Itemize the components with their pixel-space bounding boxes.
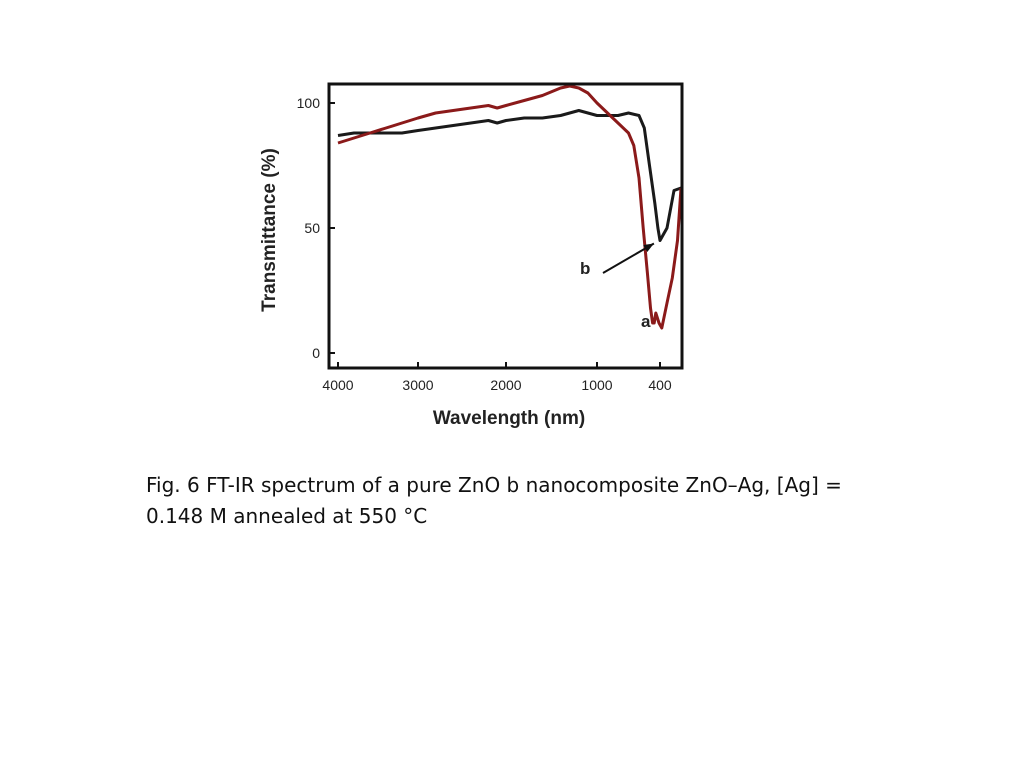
x-axis-label: Wavelength (nm) (433, 408, 585, 429)
series-line-a (337, 84, 683, 330)
x-tick-label: 4000 (322, 377, 353, 393)
plot-frame (327, 82, 684, 370)
x-tick-label: 400 (648, 377, 672, 393)
annotation-a-label: a (641, 312, 651, 331)
y-tick-label: 0 (312, 345, 320, 361)
y-tick-label: 50 (304, 220, 320, 236)
y-tick-label: 100 (297, 95, 321, 111)
y-axis-label: Transmittance (%) (259, 148, 280, 312)
caption-line-2: 0.148 M annealed at 550 °C (146, 504, 428, 528)
x-tick-label: 3000 (402, 377, 433, 393)
x-tick-label: 1000 (581, 377, 612, 393)
plot-lines (337, 84, 683, 330)
x-axis-ticks: 4000 3000 2000 1000 400 (322, 362, 672, 393)
annotation-b-arrowhead (643, 243, 654, 252)
x-tick-label: 2000 (490, 377, 521, 393)
figure-caption: Fig. 6 FT-IR spectrum of a pure ZnO b na… (146, 470, 906, 532)
caption-line-1: Fig. 6 FT-IR spectrum of a pure ZnO b na… (146, 473, 842, 497)
annotations: ba (580, 242, 655, 331)
y-axis-ticks: 0 50 100 (297, 95, 335, 361)
annotation-b-label: b (580, 259, 590, 278)
series-line-b (337, 109, 682, 242)
